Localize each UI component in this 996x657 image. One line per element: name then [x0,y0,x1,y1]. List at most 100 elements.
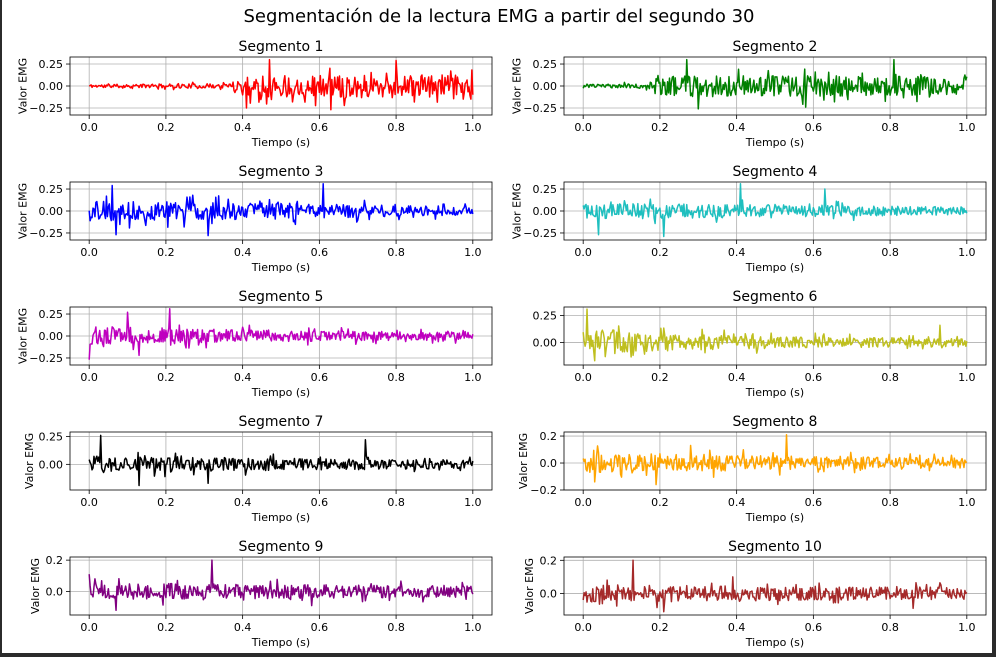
y-tick-label: −0.25 [29,227,63,240]
subplot-title: Segmento 8 [733,414,818,430]
y-axis-label: Valor EMG [17,58,30,114]
x-tick-label: 0.4 [234,121,252,134]
x-tick-label: 1.0 [464,121,482,134]
subplot-6: Segmento 6 0.0 0.2 0.4 0.6 0.8 1.0 0.00 0.25 Tiem… [504,279,996,407]
series-line [582,559,968,613]
x-axis-label: Tiempo (s) [251,136,310,149]
subplot-title: Segmento 7 [239,414,324,430]
x-tick-label: 0.0 [80,621,98,634]
chart-2: Segmento 2 0.0 0.2 0.4 0.6 0.8 1.0 −0.25 0.00 0.2… [511,39,987,149]
x-axis-label: Tiempo (s) [251,511,310,524]
subplot-title: Segmento 2 [733,39,818,55]
x-tick-label: 0.2 [651,621,669,634]
axes-frame [563,556,987,616]
series-line [582,58,968,110]
subplot-1: Segmento 1 0.0 0.2 0.4 0.6 0.8 1.0 −0.25 0.00 0.2… [10,29,502,157]
x-tick-label: 0.8 [881,371,899,384]
x-tick-label: 1.0 [958,121,976,134]
x-tick-label: 0.8 [387,246,405,259]
y-tick-label: −0.25 [523,102,557,115]
x-tick-label: 0.4 [728,371,746,384]
y-tick-label: −0.2 [530,484,557,497]
x-tick-label: 0.2 [157,496,175,509]
y-tick-label: 0.25 [533,58,558,71]
subplot-title: Segmento 1 [239,39,324,55]
x-axis-label: Tiempo (s) [251,386,310,399]
x-axis-label: Tiempo (s) [745,386,804,399]
x-tick-label: 0.4 [234,246,252,259]
subplot-3: Segmento 3 0.0 0.2 0.4 0.6 0.8 1.0 −0.25 0.00 0.2… [10,154,502,282]
subplot-title: Segmento 5 [239,289,324,305]
x-tick-label: 1.0 [464,371,482,384]
y-tick-label: 0.00 [39,205,64,218]
x-tick-label: 0.2 [651,496,669,509]
x-tick-label: 0.6 [311,246,329,259]
x-tick-label: 1.0 [464,621,482,634]
y-tick-label: 0.00 [39,330,64,343]
figure-title: Segmentación de la lectura EMG a partir … [243,6,755,27]
y-tick-label: 0.25 [533,310,558,323]
y-tick-label: 0.25 [39,308,64,321]
chart-10: Segmento 10 0.0 0.2 0.4 0.6 0.8 1.0 0.0 0.2 Tiemp… [523,539,987,649]
x-axis-label: Tiempo (s) [251,261,310,274]
y-tick-label: 0.25 [39,430,64,443]
x-tick-label: 0.4 [234,496,252,509]
y-axis-label: Valor EMG [511,58,524,114]
chart-1: Segmento 1 0.0 0.2 0.4 0.6 0.8 1.0 −0.25 0.00 0.2… [17,39,493,149]
x-tick-label: 1.0 [958,496,976,509]
x-tick-label: 0.4 [234,371,252,384]
x-tick-label: 0.0 [80,121,98,134]
subplot-9: Segmento 9 0.0 0.2 0.4 0.6 0.8 1.0 0.0 0.2 Tiempo… [10,529,502,657]
x-tick-label: 0.4 [728,246,746,259]
x-tick-label: 0.2 [651,246,669,259]
y-tick-label: 0.0 [46,585,64,598]
axes-frame [563,306,987,366]
y-tick-label: 0.25 [533,183,558,196]
x-tick-label: 1.0 [958,371,976,384]
y-axis-label: Valor EMG [17,183,30,239]
y-tick-label: 0.00 [39,458,64,471]
x-tick-label: 0.0 [574,371,592,384]
series-line [88,559,474,612]
x-tick-label: 0.8 [881,246,899,259]
y-axis-label: Valor EMG [29,558,42,614]
y-axis-label: Valor EMG [517,433,530,489]
subplot-title: Segmento 4 [733,164,818,180]
series-line [88,308,474,360]
x-tick-label: 0.0 [574,496,592,509]
x-tick-label: 0.6 [311,496,329,509]
subplot-8: Segmento 8 0.0 0.2 0.4 0.6 0.8 1.0 −0.2 0.0 0.2 Ti… [504,404,996,532]
subplot-title: Segmento 9 [239,539,324,555]
x-tick-label: 0.0 [80,246,98,259]
y-axis-label: Valor EMG [23,433,36,489]
x-axis-label: Tiempo (s) [745,636,804,649]
series-line [582,308,968,362]
x-tick-label: 0.6 [805,371,823,384]
y-tick-label: 0.2 [46,554,64,567]
x-tick-label: 0.2 [157,121,175,134]
axes-frame [69,556,493,616]
x-tick-label: 0.8 [881,496,899,509]
x-tick-label: 0.2 [157,371,175,384]
axes-frame [563,431,987,491]
y-axis-label: Valor EMG [511,183,524,239]
subplot-7: Segmento 7 0.0 0.2 0.4 0.6 0.8 1.0 0.00 0.25 Tiem… [10,404,502,532]
x-axis-label: Tiempo (s) [745,261,804,274]
x-tick-label: 0.4 [234,621,252,634]
y-axis-label: Valor EMG [523,558,536,614]
subplot-title: Segmento 6 [733,289,818,305]
y-tick-label: 0.25 [39,58,64,71]
x-tick-label: 0.0 [80,496,98,509]
x-tick-label: 0.8 [881,621,899,634]
x-tick-label: 0.6 [805,246,823,259]
chart-6: Segmento 6 0.0 0.2 0.4 0.6 0.8 1.0 0.00 0.25 Tiem… [533,289,987,399]
axes-frame [69,431,493,491]
subplot-10: Segmento 10 0.0 0.2 0.4 0.6 0.8 1.0 0.0 0.2 Tiemp… [504,529,996,657]
subplot-5: Segmento 5 0.0 0.2 0.4 0.6 0.8 1.0 −0.25 0.00 0.2… [10,279,502,407]
y-axis-label: Valor EMG [17,308,30,364]
chart-3: Segmento 3 0.0 0.2 0.4 0.6 0.8 1.0 −0.25 0.00 0.2… [17,164,493,274]
x-tick-label: 0.6 [805,621,823,634]
x-tick-label: 0.4 [728,496,746,509]
x-tick-label: 0.2 [157,246,175,259]
